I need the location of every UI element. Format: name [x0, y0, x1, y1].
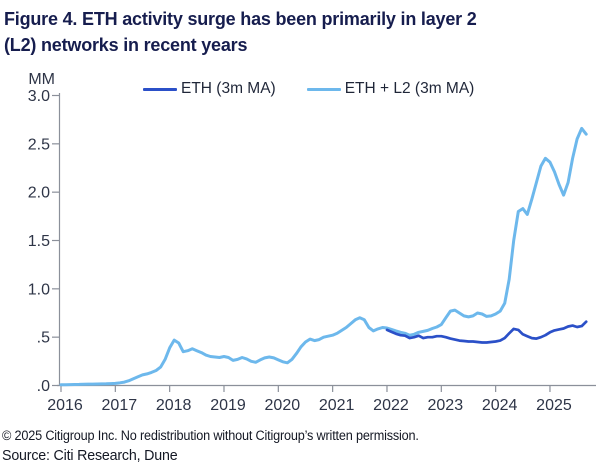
x-axis-tick-label: 2018	[156, 397, 192, 414]
y-axis-tick-label: .0	[37, 378, 50, 395]
copyright-notice: © 2025 Citigroup Inc. No redistribution …	[2, 428, 419, 443]
chart-legend: ETH (3m MA) ETH + L2 (3m MA)	[143, 80, 474, 98]
y-axis-tick-label: 2.5	[28, 136, 50, 153]
x-axis-tick-label: 2022	[373, 397, 409, 414]
y-axis-unit-label: MM	[28, 71, 55, 88]
x-axis-tick-label: 2025	[536, 397, 572, 414]
legend-swatch-eth-l2-line	[306, 87, 341, 91]
series-line-eth-l2	[59, 126, 588, 387]
x-axis-tick-label: 2024	[482, 397, 518, 414]
legend-label-eth: ETH (3m MA)	[181, 80, 276, 97]
x-axis-tick-label: 2020	[265, 397, 301, 414]
x-axis-tick-label: 2019	[210, 397, 246, 414]
legend-label-eth-l2: ETH + L2 (3m MA)	[344, 80, 475, 97]
source-line: Source: Citi Research, Dune	[2, 447, 178, 464]
x-axis-tick-label: 2023	[428, 397, 464, 414]
series-line-eth	[385, 320, 588, 344]
x-axis-tick-label: 2017	[102, 397, 138, 414]
legend-item-eth: ETH (3m MA)	[143, 80, 276, 98]
legend-item-eth-l2: ETH + L2 (3m MA)	[306, 80, 475, 98]
y-axis-tick-label: 1.0	[28, 281, 50, 298]
figure-title-line2: (L2) networks in recent years	[4, 35, 248, 55]
figure-title-line1: Figure 4. ETH activity surge has been pr…	[4, 9, 477, 29]
y-axis-tick-label: 2.0	[28, 185, 50, 202]
figure-title: Figure 4. ETH activity surge has been pr…	[4, 6, 579, 58]
y-axis-tick-label: .5	[37, 330, 50, 347]
x-axis-tick-label: 2021	[319, 397, 355, 414]
y-axis-tick-label: 3.0	[28, 88, 50, 105]
legend-swatch-eth-line	[143, 87, 177, 91]
x-axis-tick-label: 2016	[47, 397, 83, 414]
y-axis-tick-label: 1.5	[28, 233, 50, 250]
